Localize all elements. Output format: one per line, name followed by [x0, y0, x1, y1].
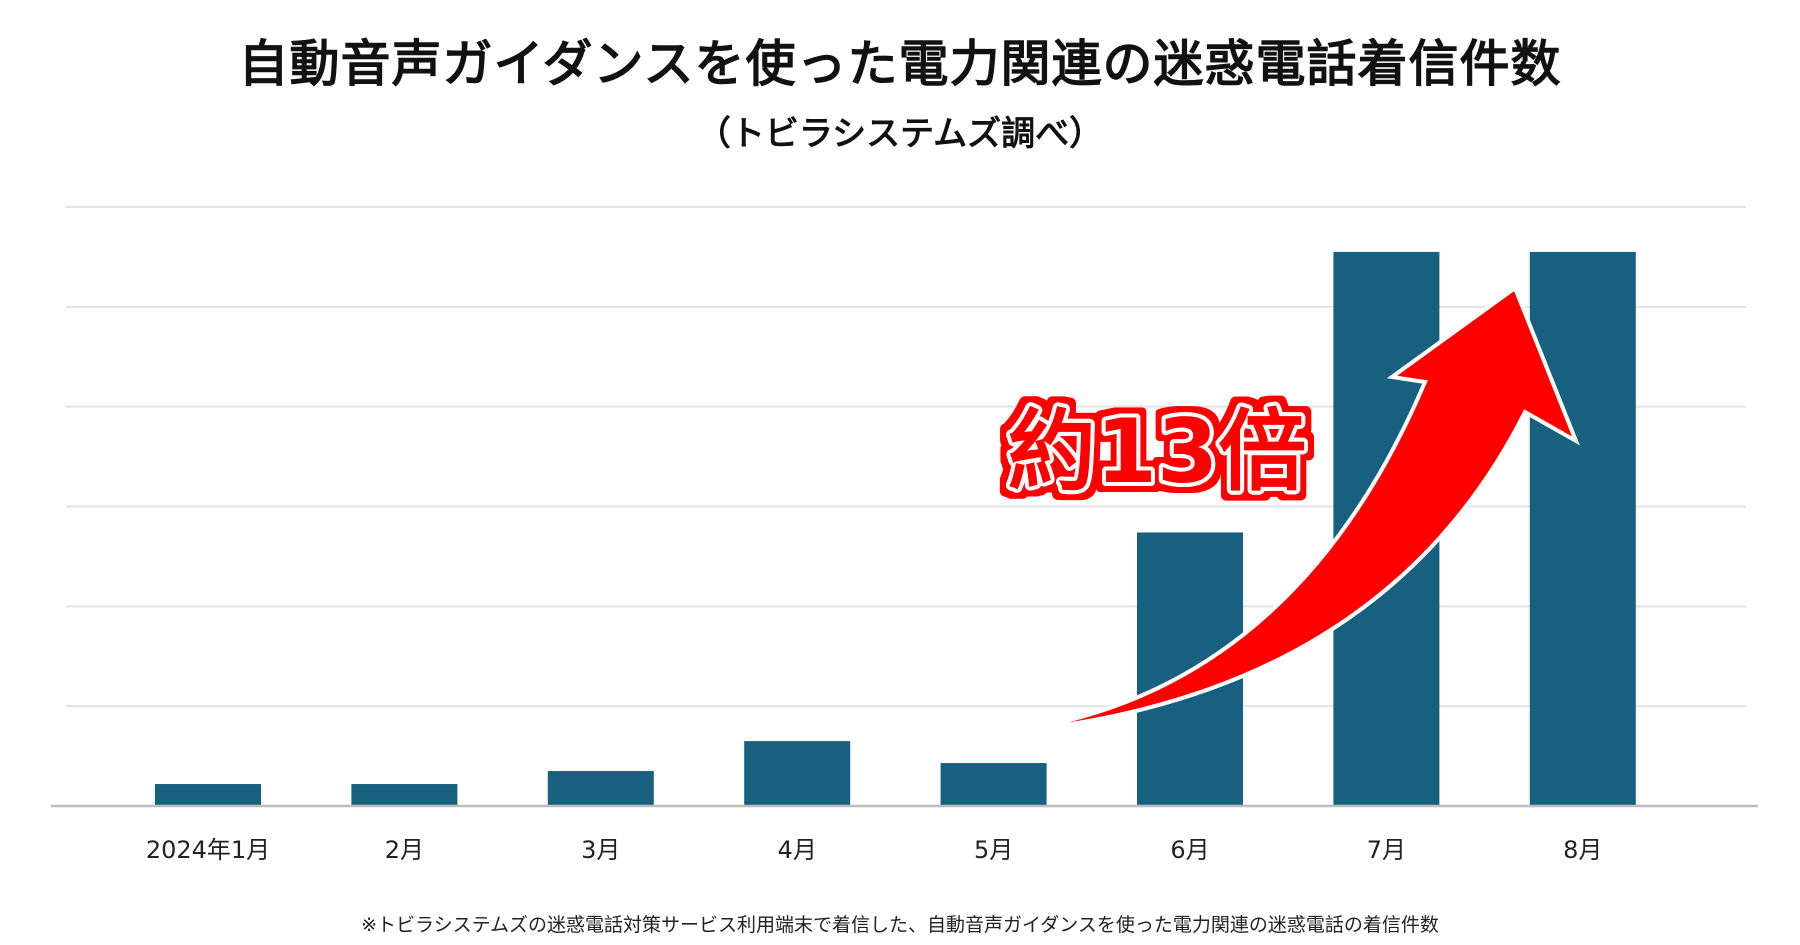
growth-arrow	[997, 284, 1580, 735]
bar-1	[155, 784, 261, 806]
x-tick-label: 4月	[778, 836, 817, 864]
chart-subtitle: （トビラシステムズ調べ）	[696, 114, 1104, 154]
bar-5	[940, 763, 1047, 806]
x-tick-label: 7月	[1367, 836, 1406, 864]
x-tick-label: 2月	[385, 836, 424, 864]
bar-4	[744, 741, 851, 806]
bar-2	[351, 784, 458, 806]
x-tick-label: 8月	[1563, 836, 1602, 864]
x-tick-label: 5月	[974, 836, 1013, 864]
chart-title: 自動音声ガイダンスを使った電力関連の迷惑電話着信件数	[238, 35, 1562, 93]
annotation-text: 約13倍	[1008, 400, 1306, 503]
footnote: ※トビラシステムズの迷惑電話対策サービス利用端末で着信した、自動音声ガイダンスを…	[361, 914, 1439, 936]
bar-3	[547, 771, 654, 806]
bar-8	[1529, 251, 1636, 807]
x-tick-label: 6月	[1170, 836, 1209, 864]
x-tick-label: 3月	[581, 836, 620, 864]
x-tick-label: 2024年1月	[146, 836, 270, 864]
